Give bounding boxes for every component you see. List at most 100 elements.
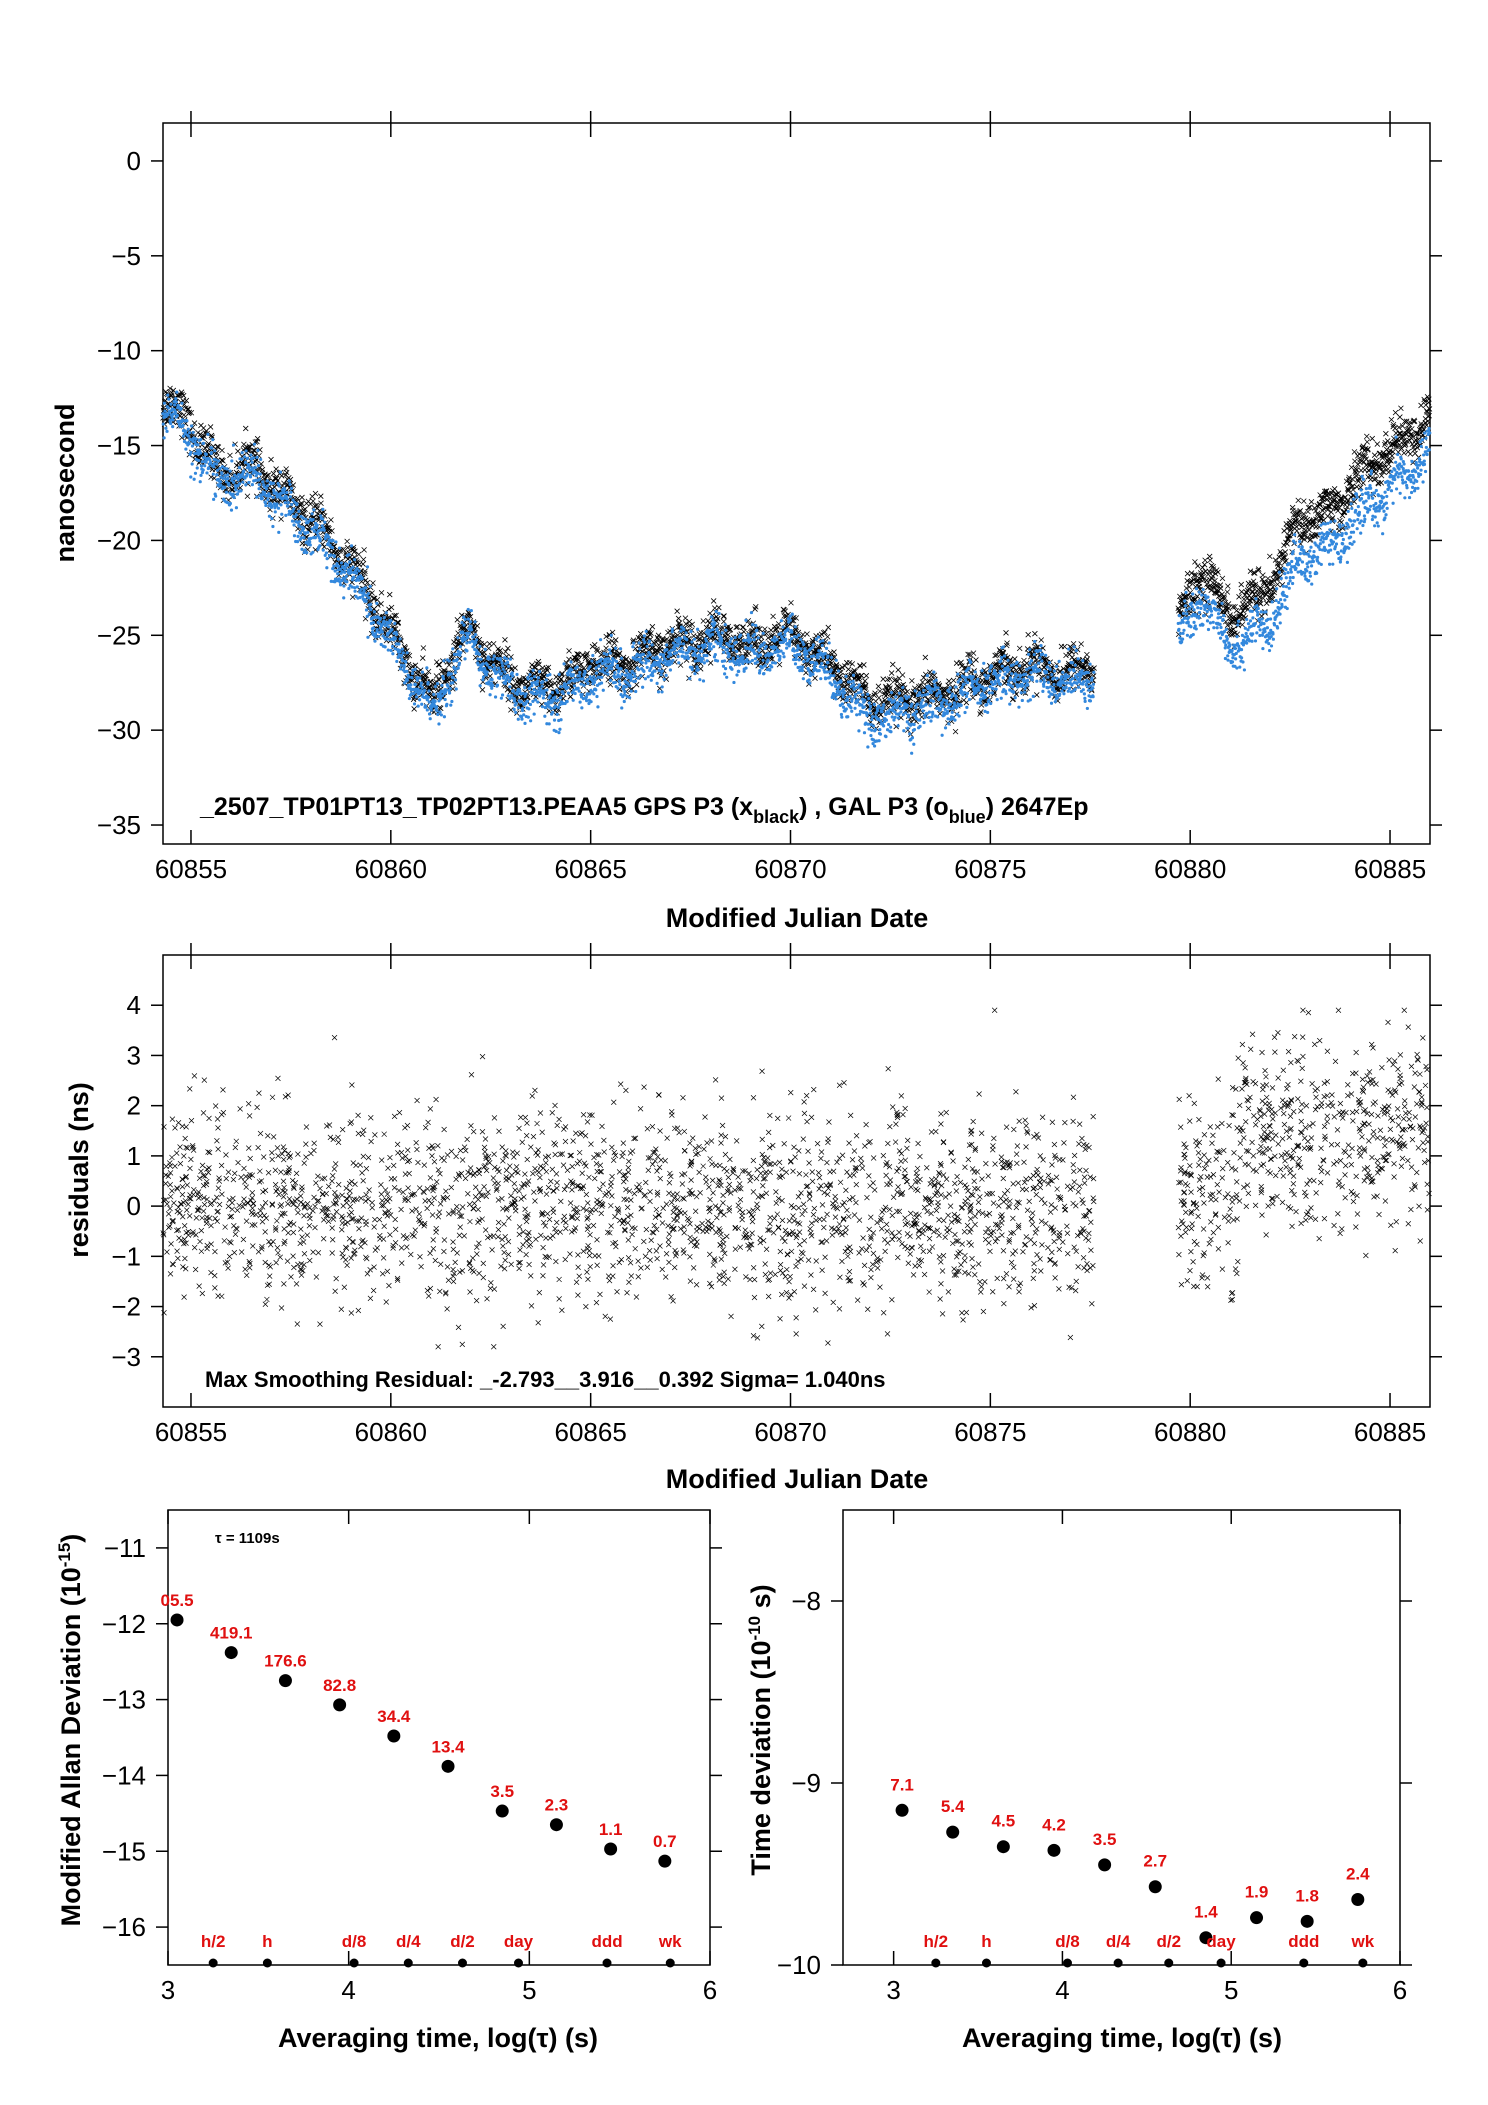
gal-point: [601, 688, 605, 692]
gal-point: [646, 675, 650, 679]
gal-point: [762, 672, 766, 676]
gal-point: [770, 665, 774, 669]
gal-point: [312, 508, 316, 512]
gps-point: [531, 663, 538, 670]
gal-point: [727, 644, 732, 648]
gal-point: [618, 675, 622, 679]
gal-point: [610, 667, 614, 671]
gps-point: [594, 646, 600, 653]
gal-point: [569, 660, 573, 664]
gal-point: [515, 692, 519, 696]
gal-point: [632, 641, 636, 645]
gal-point: [271, 524, 275, 529]
gal-point: [498, 669, 502, 673]
gal-point: [571, 698, 575, 702]
gal-point: [355, 585, 359, 589]
gal-point: [499, 658, 503, 662]
gal-point: [200, 460, 204, 464]
gal-point: [703, 644, 707, 648]
gal-point: [658, 658, 662, 662]
gal-point: [702, 661, 706, 665]
gal-point: [761, 631, 765, 635]
gal-point: [755, 628, 759, 632]
gal-point: [500, 664, 505, 668]
gal-point: [349, 570, 353, 575]
gal-point: [205, 471, 209, 475]
gal-point: [378, 616, 383, 621]
gal-point: [436, 712, 440, 717]
gps-point: [264, 472, 270, 479]
gal-point: [347, 586, 351, 591]
gal-point: [681, 650, 685, 654]
gal-point: [308, 543, 312, 547]
gal-point: [240, 457, 244, 461]
gal-point: [491, 683, 495, 688]
y-tick-label: −15: [97, 431, 141, 461]
gal-point: [292, 507, 296, 511]
gal-point: [508, 677, 513, 681]
gal-point: [753, 657, 758, 661]
gal-point: [393, 636, 397, 641]
gps-point: [188, 409, 195, 416]
gal-point: [270, 516, 274, 521]
gal-point: [258, 477, 262, 481]
gal-point: [266, 484, 270, 488]
gps-point: [273, 466, 279, 472]
gps-point: [373, 609, 380, 615]
gps-point: [235, 448, 241, 454]
gal-point: [523, 686, 527, 690]
gal-point: [210, 446, 214, 450]
gal-point: [216, 459, 220, 463]
gal-point: [642, 634, 647, 638]
gal-point: [514, 710, 518, 714]
gps-point: [555, 706, 562, 713]
gal-point: [333, 569, 337, 573]
gps-point: [318, 493, 324, 499]
gal-point: [232, 480, 236, 484]
gps-point: [724, 636, 730, 642]
gal-point: [741, 656, 745, 660]
gal-point: [550, 690, 554, 695]
gal-point: [496, 666, 501, 670]
gal-point: [401, 651, 405, 655]
gps-point: [412, 662, 419, 669]
gal-point: [512, 697, 517, 701]
gal-point: [405, 651, 409, 655]
gal-point: [658, 665, 662, 669]
gal-point: [439, 696, 443, 701]
gps-point: [197, 431, 204, 438]
gal-point: [214, 462, 219, 466]
gal-point: [580, 706, 584, 710]
gal-point: [365, 565, 370, 569]
gal-point: [271, 481, 275, 485]
gal-point: [647, 639, 652, 643]
gps-point: [344, 544, 351, 551]
gal-point: [462, 623, 466, 627]
gps-point: [371, 595, 378, 602]
gal-point: [428, 717, 432, 721]
gal-point: [309, 536, 313, 541]
gal-point: [297, 520, 301, 524]
gal-point: [594, 688, 598, 692]
gal-point: [289, 490, 293, 494]
gal-point: [364, 599, 368, 603]
gps-point: [485, 645, 492, 652]
gal-point: [344, 574, 348, 578]
gal-point: [713, 621, 717, 625]
gal-point: [540, 684, 544, 688]
gal-point: [536, 700, 540, 704]
gps-point: [393, 612, 399, 619]
gal-point: [405, 678, 409, 682]
gal-point: [423, 688, 427, 692]
gps-point: [516, 676, 523, 683]
gal-point: [673, 647, 677, 651]
gal-point: [594, 671, 599, 675]
gal-point: [520, 706, 525, 711]
gal-point: [527, 707, 531, 711]
gal-point: [449, 672, 453, 676]
gps-point: [183, 397, 190, 404]
gal-point: [541, 680, 545, 684]
gal-point: [578, 670, 582, 674]
gal-point: [549, 706, 553, 711]
